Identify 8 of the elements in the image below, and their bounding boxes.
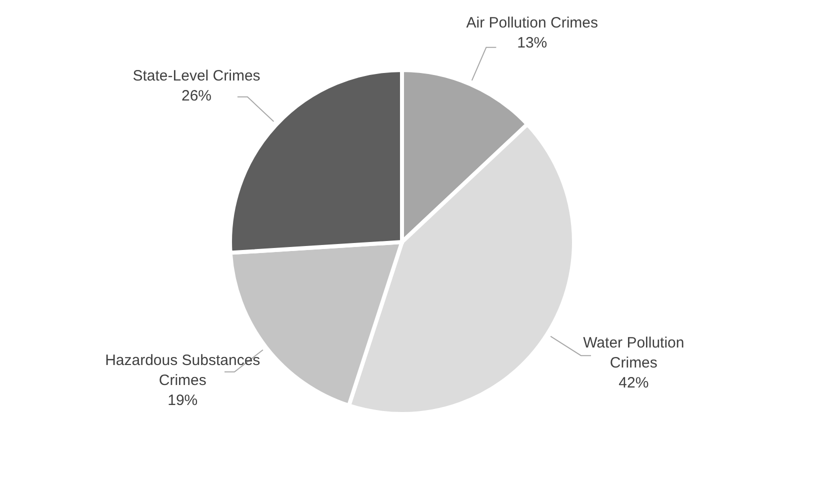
data-label: 42% [618,374,649,392]
data-label: 19% [168,392,198,410]
slice-label: State-Level Crimes [132,68,260,85]
slice-label: Air Pollution Crimes [466,14,598,32]
data-label: 26% [182,88,212,105]
slice-label: Hazardous Substances Crimes [105,352,260,390]
data-label: 13% [517,34,548,52]
slice-label: Water Pollution Crimes [583,334,684,372]
